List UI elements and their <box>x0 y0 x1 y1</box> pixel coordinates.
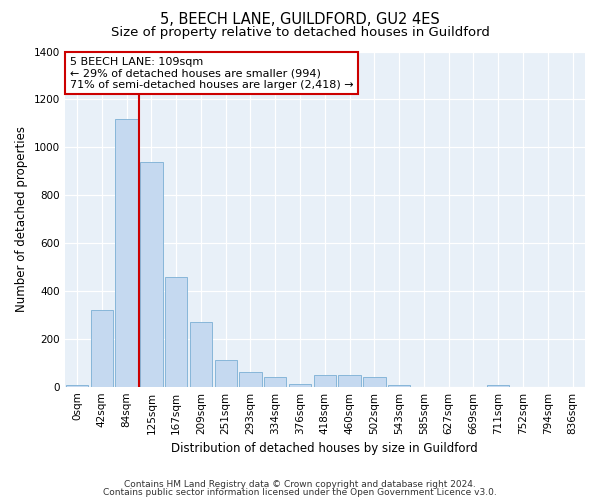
Bar <box>165 276 187 386</box>
Bar <box>289 384 311 386</box>
Bar <box>140 162 163 386</box>
Bar <box>264 377 286 386</box>
Bar <box>91 310 113 386</box>
Bar <box>239 372 262 386</box>
Bar <box>115 118 138 386</box>
Bar <box>338 374 361 386</box>
Text: Size of property relative to detached houses in Guildford: Size of property relative to detached ho… <box>110 26 490 39</box>
Bar <box>363 377 386 386</box>
Text: 5 BEECH LANE: 109sqm
← 29% of detached houses are smaller (994)
71% of semi-deta: 5 BEECH LANE: 109sqm ← 29% of detached h… <box>70 56 353 90</box>
Bar <box>215 360 237 386</box>
Text: Contains HM Land Registry data © Crown copyright and database right 2024.: Contains HM Land Registry data © Crown c… <box>124 480 476 489</box>
Bar <box>190 322 212 386</box>
Text: 5, BEECH LANE, GUILDFORD, GU2 4ES: 5, BEECH LANE, GUILDFORD, GU2 4ES <box>160 12 440 28</box>
Bar <box>314 374 336 386</box>
X-axis label: Distribution of detached houses by size in Guildford: Distribution of detached houses by size … <box>172 442 478 455</box>
Y-axis label: Number of detached properties: Number of detached properties <box>15 126 28 312</box>
Text: Contains public sector information licensed under the Open Government Licence v3: Contains public sector information licen… <box>103 488 497 497</box>
